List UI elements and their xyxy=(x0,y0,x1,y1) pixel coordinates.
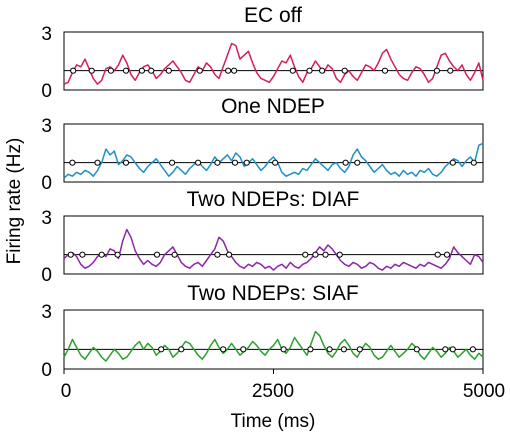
x-tick-label: 5000 xyxy=(463,381,505,402)
y-tick-bottom: 0 xyxy=(41,173,52,194)
panel-3: Two NDEPs: DIAF 3 0 xyxy=(41,188,484,286)
threshold-crossing-marker xyxy=(220,346,227,353)
threshold-crossing-marker xyxy=(470,159,477,166)
y-tick-bottom: 0 xyxy=(41,360,52,381)
panel-2: One NDEP 3 0 xyxy=(41,95,484,194)
threshold-crossing-marker xyxy=(312,251,319,258)
panel-4: Two NDEPs: SIAF 3 0 xyxy=(41,282,484,381)
threshold-crossing-marker xyxy=(98,251,105,258)
y-tick-top: 3 xyxy=(41,116,52,137)
threshold-crossing-marker xyxy=(307,346,314,353)
threshold-crossing-marker xyxy=(94,159,101,166)
y-tick-top: 3 xyxy=(41,24,52,45)
threshold-crossing-marker xyxy=(280,346,287,353)
threshold-crossing-marker xyxy=(195,159,202,166)
x-tick-label: 0 xyxy=(61,381,72,402)
panel-title: Two NDEPs: DIAF xyxy=(187,188,360,211)
threshold-crossing-marker xyxy=(342,159,349,166)
threshold-crossing-marker xyxy=(442,346,449,353)
threshold-crossing-marker xyxy=(67,251,74,258)
threshold-crossing-marker xyxy=(79,251,86,258)
firing-rate-series-line xyxy=(63,228,484,271)
threshold-crossing-marker xyxy=(178,346,185,353)
plot-frame xyxy=(63,123,484,183)
threshold-crossing-marker xyxy=(433,67,440,74)
y-axis-label: Firing rate (Hz) xyxy=(4,138,25,265)
threshold-crossing-marker xyxy=(153,251,161,258)
plot-area xyxy=(63,330,484,362)
threshold-crossing-marker xyxy=(240,346,247,353)
threshold-crossing-marker xyxy=(226,251,233,258)
panel-title: Two NDEPs: SIAF xyxy=(187,282,359,305)
threshold-crossing-marker xyxy=(340,346,347,353)
threshold-crossing-marker xyxy=(302,251,309,258)
plot-frame xyxy=(63,31,484,91)
panel-title: EC off xyxy=(244,4,302,27)
threshold-crossing-marker xyxy=(447,67,454,74)
threshold-crossing-marker xyxy=(158,346,165,353)
panel-title: One NDEP xyxy=(221,95,325,118)
y-tick-top: 3 xyxy=(41,302,52,323)
firing-rate-series-line xyxy=(63,330,484,362)
threshold-crossing-marker xyxy=(225,67,232,74)
threshold-crossing-marker xyxy=(165,67,172,74)
x-axis-label: Time (ms) xyxy=(231,411,316,432)
threshold-crossing-marker xyxy=(169,159,176,166)
threshold-crossing-marker xyxy=(341,67,348,74)
plot-frame xyxy=(63,309,484,370)
threshold-crossing-marker xyxy=(243,159,250,166)
threshold-crossing-marker xyxy=(381,67,389,74)
threshold-crossing-marker xyxy=(88,67,95,74)
threshold-crossing-marker xyxy=(122,67,130,74)
threshold-crossing-marker xyxy=(122,159,130,166)
threshold-crossing-marker xyxy=(171,251,178,258)
threshold-crossing-marker xyxy=(326,346,333,353)
threshold-crossing-marker xyxy=(289,67,296,74)
plot-area xyxy=(63,228,484,271)
threshold-crossing-marker xyxy=(469,346,476,353)
threshold-crossing-marker xyxy=(70,67,77,74)
y-tick-bottom: 0 xyxy=(41,81,52,102)
threshold-crossing-marker xyxy=(231,159,239,166)
threshold-crossing-marker xyxy=(272,159,279,166)
plot-area xyxy=(63,142,484,179)
threshold-crossing-marker xyxy=(196,67,203,74)
threshold-crossing-marker xyxy=(107,67,115,74)
threshold-crossing-marker xyxy=(231,67,238,74)
threshold-crossing-marker xyxy=(138,67,145,74)
threshold-crossing-marker xyxy=(214,159,221,166)
firing-rate-series-line xyxy=(63,142,484,179)
threshold-crossing-marker xyxy=(356,346,363,353)
y-tick-top: 3 xyxy=(41,208,52,229)
threshold-crossing-marker xyxy=(322,251,329,258)
threshold-crossing-marker xyxy=(306,67,313,74)
threshold-crossing-marker xyxy=(449,159,456,166)
threshold-crossing-marker xyxy=(443,251,451,258)
threshold-crossing-marker xyxy=(413,346,420,353)
threshold-crossing-marker xyxy=(114,251,121,258)
x-tick-label: 2500 xyxy=(252,381,294,402)
panel-1: EC off 3 0 xyxy=(41,4,484,102)
plot-frame xyxy=(63,215,484,275)
threshold-crossing-marker xyxy=(214,251,221,258)
y-tick-bottom: 0 xyxy=(41,265,52,286)
threshold-crossing-marker xyxy=(69,159,76,166)
threshold-crossing-marker xyxy=(319,67,326,74)
threshold-crossing-marker xyxy=(148,67,155,74)
threshold-crossing-marker xyxy=(449,346,456,353)
threshold-crossing-marker xyxy=(354,159,361,166)
firing-rate-series-line xyxy=(63,42,484,85)
threshold-crossing-marker xyxy=(434,251,441,258)
threshold-crossing-marker xyxy=(336,251,343,258)
plot-area xyxy=(63,42,484,85)
